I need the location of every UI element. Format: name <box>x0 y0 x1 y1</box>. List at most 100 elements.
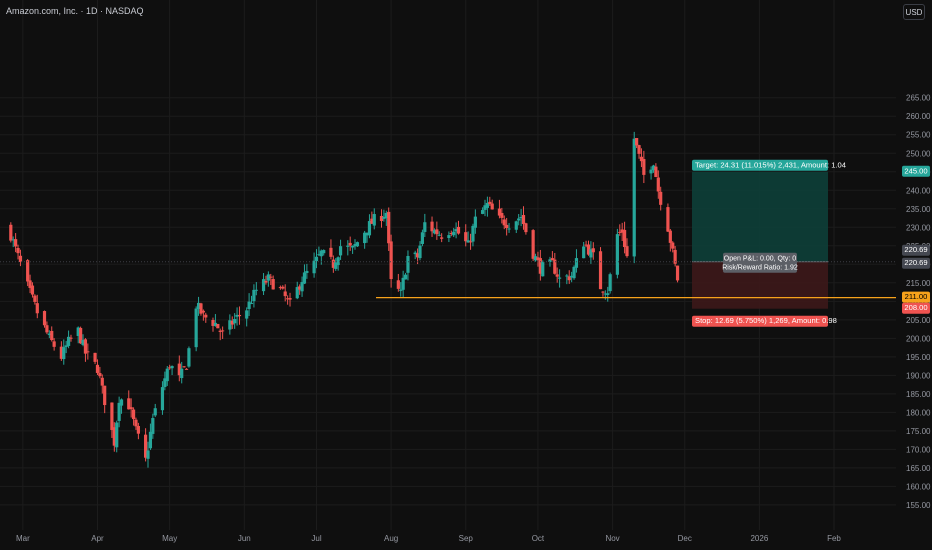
candle-body <box>666 207 670 232</box>
candle-body <box>148 431 153 449</box>
candle-body <box>656 177 660 192</box>
candle-body <box>519 216 523 218</box>
candle-body <box>521 215 526 225</box>
price-tick-label: 255.00 <box>906 131 931 140</box>
candle-body <box>675 265 680 281</box>
candle-body <box>608 274 612 292</box>
candle-body <box>367 221 372 236</box>
candle-body <box>245 310 249 319</box>
candle-body <box>642 159 646 175</box>
candle-body <box>221 330 225 332</box>
time-tick-label: May <box>162 534 177 543</box>
candle-body <box>355 242 360 247</box>
time-tick-label: Sep <box>459 534 474 543</box>
time-axis[interactable]: Mar Apr May Jun Jul Aug Sep Oct Nov Dec 2026 Feb <box>16 534 841 543</box>
candle-body <box>64 345 68 347</box>
candle-body <box>283 291 287 297</box>
time-tick-label: 2026 <box>750 534 768 543</box>
price-tick-label: 155.00 <box>906 501 931 510</box>
candle-body <box>464 232 468 242</box>
entry-price-tag: 220.69 <box>904 245 927 254</box>
candle-body <box>420 232 425 244</box>
candle-body <box>620 229 624 233</box>
candle-body <box>66 336 71 346</box>
candle-body <box>230 320 234 325</box>
candle-body <box>582 246 586 259</box>
stop-price-tag: 208.00 <box>904 303 927 312</box>
support-price-tag-bg <box>902 291 930 303</box>
price-tick-label: 230.00 <box>906 223 931 232</box>
candle-body <box>348 242 352 246</box>
candles-series[interactable] <box>9 131 680 468</box>
candle-body <box>278 287 282 289</box>
candle-body <box>437 234 441 236</box>
candle-body <box>365 232 369 236</box>
position-zones <box>692 171 828 309</box>
candle-body <box>541 261 545 277</box>
candle-body <box>466 240 470 243</box>
candle-body <box>490 203 494 210</box>
candle-body <box>586 244 591 255</box>
candle-body <box>432 230 437 234</box>
candle-body <box>115 422 119 448</box>
stop-label-bg <box>692 315 828 327</box>
support-price-tag: 211.00 <box>905 292 928 301</box>
candle-body <box>480 210 485 214</box>
candle-body <box>500 212 504 218</box>
candle-body <box>269 276 273 278</box>
candle-body <box>565 275 569 277</box>
price-tick-label: 175.00 <box>906 427 931 436</box>
candle-body <box>312 260 316 274</box>
candle-body <box>281 286 285 289</box>
candle-body <box>435 229 439 235</box>
candle-body <box>468 241 473 243</box>
candle-body <box>598 251 603 290</box>
candle-body <box>603 293 607 295</box>
candle-body <box>396 280 400 289</box>
candle-body <box>485 202 489 208</box>
rr-text: Risk/Reward Ratio: 1.92 <box>722 265 798 272</box>
candle-body <box>379 215 384 221</box>
candle-body <box>531 230 535 259</box>
price-axis[interactable]: 155.00 160.00 165.00 170.00 175.00 180.00 185.… <box>906 94 931 510</box>
candle-body <box>62 347 66 360</box>
candle-body <box>338 246 343 256</box>
candle-body <box>45 325 49 333</box>
candle-body <box>288 298 292 300</box>
candle-body <box>389 241 393 280</box>
currency-button[interactable]: USD <box>903 4 925 20</box>
candle-body <box>134 419 138 427</box>
candle-body <box>204 314 208 318</box>
candle-body <box>18 255 23 262</box>
price-tick-label: 265.00 <box>906 94 931 103</box>
price-tick-label: 165.00 <box>906 464 931 473</box>
candle-body <box>305 270 309 273</box>
price-tick-label: 215.00 <box>906 279 931 288</box>
symbol-title[interactable]: Amazon.com, Inc. · 1D · NASDAQ <box>6 6 144 16</box>
candle-body <box>507 228 511 230</box>
candle-body <box>170 366 174 369</box>
candle-body <box>615 234 619 275</box>
candle-body <box>334 262 338 269</box>
candle-body <box>264 280 268 283</box>
candle-body <box>430 221 434 232</box>
candle-body <box>668 230 672 243</box>
candle-body <box>16 247 20 254</box>
candle-body <box>387 211 391 244</box>
price-tick-label: 195.00 <box>906 353 931 362</box>
position-labels: Target: 24.31 (11.015%) 2,431, Amount: 1… <box>692 159 930 327</box>
candle-body <box>110 402 114 430</box>
candle-body <box>505 224 509 229</box>
candle-body <box>42 311 47 326</box>
candle-body <box>384 212 388 219</box>
candle-body <box>103 385 107 406</box>
candle-body <box>517 218 521 221</box>
candle-body <box>95 364 100 373</box>
candle-body <box>372 214 376 226</box>
candle-body <box>69 337 73 339</box>
entry-price-tag-alt-bg <box>902 257 930 269</box>
candle-body <box>254 289 258 291</box>
candle-body <box>98 373 102 377</box>
candle-body <box>401 277 405 290</box>
